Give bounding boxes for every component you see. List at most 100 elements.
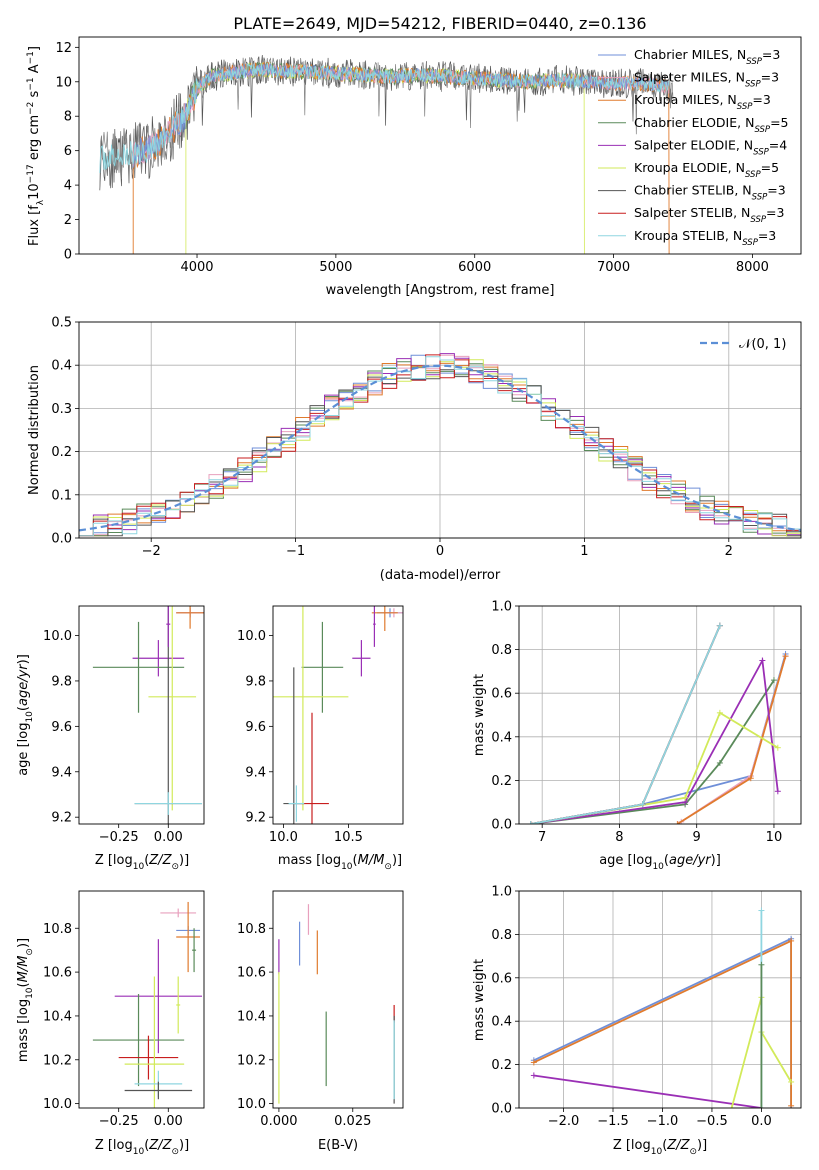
x-tick-label: −2 — [142, 544, 161, 559]
y-axis-label: mass weight — [472, 959, 487, 1041]
label-part: ⊙ — [171, 862, 179, 872]
x-tick-label: −0.5 — [696, 1114, 728, 1129]
x-tick-label: 10.5 — [334, 830, 363, 845]
label-part: 10 — [25, 711, 35, 723]
plot-area — [92, 901, 203, 1108]
plot-area — [92, 606, 204, 824]
x-tick-label: −2.0 — [548, 1114, 580, 1129]
x-tick-label: 2 — [725, 544, 733, 559]
y-tick-label: 10.0 — [237, 1097, 266, 1112]
legend-entry: Kroupa MILES, NSSP=3 — [634, 92, 771, 112]
y-tick-label: 0.4 — [51, 359, 72, 374]
y-tick-label: 0.0 — [51, 532, 72, 547]
label-part: 10 — [133, 862, 145, 872]
y-tick-label: 10.2 — [43, 1053, 72, 1068]
plot-area — [273, 606, 403, 824]
x-tick-label: 9 — [693, 830, 701, 845]
legend-entry: Chabrier STELIB, NSSP=3 — [634, 183, 786, 203]
legend-eq: =3 — [767, 183, 785, 198]
y-tick-label: 0.2 — [51, 445, 72, 460]
x-tick-label: 7000 — [597, 260, 630, 275]
label-part: s — [27, 90, 42, 101]
x-axis-label: mass [log10(M/M⊙)] — [278, 853, 402, 872]
label-part: ] — [27, 46, 42, 51]
mass-weight-z-axes: −2.0 −1.5 −1.0 −0.5 0.0 0.0 0.2 0.4 0.6 0.8 1.0 Z [… — [472, 885, 802, 1157]
label-part: −1 — [26, 77, 36, 90]
legend-sub: SSP — [754, 125, 770, 135]
legend-entry: Kroupa ELODIE, NSSP=5 — [634, 160, 779, 180]
label-part: ( — [16, 982, 31, 987]
legend-text: Chabrier MILES, N — [634, 47, 746, 62]
x-tick-label: −1.5 — [597, 1114, 629, 1129]
y-tick-label: 0.5 — [51, 316, 72, 331]
legend-eq: =3 — [761, 70, 779, 85]
label-part: erg cm — [27, 115, 42, 164]
x-axis-label: Z [log10(Z/Z⊙)] — [95, 1138, 189, 1157]
y-tick-label: 2 — [64, 213, 72, 228]
series-kroupa_stelib — [530, 625, 721, 824]
legend-sub: SSP — [745, 170, 761, 180]
legend-text: Kroupa MILES, N — [634, 92, 737, 107]
label-part: age/yr — [669, 853, 712, 868]
x-tick-label: 0.0 — [751, 1114, 772, 1129]
label-part: ( — [16, 706, 31, 711]
axes-frame — [78, 605, 205, 825]
label-part: M/M — [358, 853, 385, 868]
x-tick-label: 8 — [615, 830, 623, 845]
spectrum-kroupa_stelib — [99, 63, 670, 174]
y-tick-label: 12 — [55, 41, 72, 56]
legend-eq: =3 — [758, 228, 776, 243]
legend-text: Chabrier ELODIE, N — [634, 115, 754, 130]
y-axis-label: mass weight — [472, 674, 487, 756]
label-part: )] — [179, 1138, 189, 1153]
x-tick-label: −1.0 — [647, 1114, 679, 1129]
label-part: A — [27, 64, 42, 77]
y-tick-label: 10.4 — [43, 1009, 72, 1024]
x-axis-label: wavelength [Angstrom, rest frame] — [326, 283, 555, 298]
label-part: λ — [36, 199, 46, 205]
label-part: mass [log — [278, 853, 341, 868]
x-axis-label: (data-model)/error — [380, 568, 501, 583]
x-axis-label: age [log10(age/yr)] — [599, 853, 721, 872]
y-tick-label: 9.6 — [51, 720, 72, 735]
y-tick-label: 10 — [55, 75, 72, 90]
x-axis-label: E(B-V) — [318, 1138, 358, 1153]
histogram-kroupa_stelib — [79, 356, 801, 537]
legend-sub: SSP — [745, 80, 761, 90]
label-part: −17 — [26, 164, 36, 183]
label-part: Z/Z — [148, 1138, 172, 1153]
y-tick-label: 6 — [64, 144, 72, 159]
y-tick-label: 9.4 — [51, 765, 72, 780]
legend-eq: =3 — [766, 205, 784, 220]
series-salpeter_elodie — [533, 1074, 762, 1108]
legend-eq: =4 — [769, 137, 787, 152]
x-tick-label: 5000 — [319, 260, 352, 275]
label-part: −2 — [26, 102, 36, 115]
plot-area — [79, 353, 801, 537]
label-part: )] — [179, 853, 189, 868]
legend-entry: Salpeter MILES, NSSP=3 — [634, 70, 779, 90]
x-tick-label: 0.025 — [334, 1114, 371, 1129]
y-tick-label: 9.2 — [51, 811, 72, 826]
y-tick-label: 0.8 — [491, 928, 512, 943]
figure-title: PLATE=2649, MJD=54212, FIBERID=0440, z=0… — [233, 14, 646, 33]
label-part: ( — [144, 1138, 149, 1153]
label-part: )] — [16, 938, 31, 948]
axes-frame — [78, 890, 205, 1109]
y-tick-label: 0.4 — [491, 730, 512, 745]
age-vs-mass-axes: 10.0 10.5 9.2 9.4 9.6 9.8 10.0 mass [log10(M/M⊙… — [237, 605, 404, 872]
y-tick-label: 0.8 — [491, 643, 512, 658]
y-tick-label: 0.0 — [491, 1102, 512, 1117]
gaussian-curve — [79, 364, 801, 532]
y-tick-label: 10.4 — [237, 1009, 266, 1024]
label-part: age [log — [16, 723, 31, 776]
series-salpeter_stelib — [530, 625, 721, 824]
y-axis-label: Normed distribution — [27, 365, 42, 495]
label-part: ( — [144, 853, 149, 868]
legend-eq: =3 — [752, 92, 770, 107]
x-tick-label: 0.00 — [154, 830, 183, 845]
label-part: −1 — [26, 51, 36, 64]
label-part: ⊙ — [384, 862, 392, 872]
axes-frame — [78, 36, 802, 255]
